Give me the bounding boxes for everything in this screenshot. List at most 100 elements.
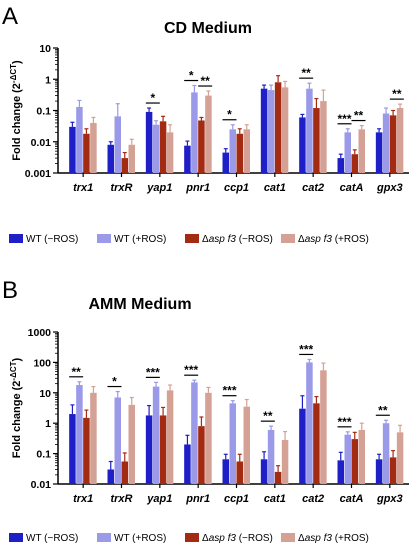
- panel-1-sig-label-ccp1: ***: [222, 384, 236, 398]
- panel-1-sig-label-trxR: *: [112, 375, 117, 389]
- panel-1-bar-yap1-s0: [145, 415, 153, 484]
- panel-0-bar-yap1-s0: [145, 111, 153, 173]
- panel-1-sig-label-catA: ***: [337, 415, 351, 429]
- panel-1-legend-swatch-s3: [281, 533, 295, 542]
- panel-1-bar-cat1-s0: [260, 459, 268, 484]
- panel-1-bar-gpx3-s0: [375, 459, 383, 484]
- panel-1-panel-label: B: [2, 277, 18, 304]
- panel-0-y-tick-label: 10: [39, 43, 51, 55]
- panel-1-bar-cat2-s2: [313, 403, 320, 484]
- panel-1-legend-label-s3: Δasp f3 (+ROS): [298, 533, 369, 544]
- panel-0-x-tick-label-yap1: yap1: [146, 182, 172, 194]
- panel-0-bar-catA-s0: [337, 158, 344, 173]
- panel-0-bar-ccp1-s3: [243, 129, 250, 173]
- panel-1-bar-ccp1-s1: [229, 403, 236, 484]
- panel-1-bar-trx1-s0: [69, 414, 76, 484]
- panel-1-x-tick-label-cat1: cat1: [264, 493, 286, 505]
- panel-1-bar-ccp1-s0: [222, 459, 229, 484]
- panel-0-sig-label-ccp1: *: [227, 108, 232, 122]
- panel-1-x-tick-label-gpx3: gpx3: [376, 493, 403, 505]
- panel-1-x-tick-label-trx1: trx1: [73, 493, 93, 505]
- panel-0-x-tick-label-gpx3: gpx3: [376, 182, 403, 194]
- panel-1-bar-cat2-s1: [306, 362, 313, 484]
- panel-0-bar-catA-s1: [344, 132, 351, 173]
- panel-0-panel-label: A: [2, 3, 18, 30]
- panel-1-x-tick-label-trxR: trxR: [110, 493, 132, 505]
- panel-1-bar-pnr1-s2: [198, 426, 205, 484]
- panel-0-sig-label-catA: ***: [337, 112, 351, 126]
- panel-1-bar-ccp1-s3: [243, 406, 250, 484]
- panel-0-legend-label-s3: Δasp f3 (+ROS): [298, 234, 369, 245]
- panel-1-bar-trxR-s2: [121, 461, 128, 484]
- panel-0-bar-trx1-s2: [83, 133, 90, 173]
- panel-0-sig-label-pnr1: **: [200, 74, 210, 88]
- panel-1-bar-cat2-s3: [320, 370, 327, 484]
- panel-1-bar-pnr1-s0: [184, 444, 191, 484]
- panel-0-x-tick-label-cat1: cat1: [264, 182, 286, 194]
- panel-0-bar-pnr1-s0: [184, 145, 191, 173]
- panel-1-bar-trxR-s0: [107, 469, 114, 484]
- panel-0-legend-label-s0: WT (−ROS): [26, 234, 78, 245]
- panel-0-bar-trx1-s3: [90, 122, 97, 173]
- panel-0-legend-label-s2: Δasp f3 (−ROS): [202, 234, 273, 245]
- panel-1-bar-trx1-s3: [90, 392, 97, 484]
- panel-1-legend-swatch-s0: [9, 533, 23, 542]
- panel-1-y-tick-label: 10: [39, 388, 51, 400]
- panel-0-y-tick-label: 0.001: [25, 168, 51, 180]
- panel-0-y-tick-label: 1: [45, 74, 51, 86]
- panel-0-x-tick-label-pnr1: pnr1: [185, 182, 210, 194]
- panel-0-sig-label-cat2: **: [301, 66, 311, 80]
- panel-0-bar-ccp1-s2: [236, 133, 243, 173]
- panel-1-legend-label-s0: WT (−ROS): [26, 533, 78, 544]
- panel-0-bar-gpx3-s1: [382, 113, 390, 173]
- panel-0-bar-trx1-s0: [69, 126, 76, 173]
- panel-1-bar-trx1-s2: [83, 417, 90, 484]
- panel-1-bar-pnr1-s3: [205, 392, 212, 484]
- panel-0-x-tick-label-catA: catA: [340, 182, 364, 194]
- panel-0-legend-label-s1: WT (+ROS): [114, 234, 166, 245]
- panel-0-legend-swatch-s1: [97, 234, 111, 243]
- panel-0-bar-ccp1-s1: [229, 129, 236, 173]
- panel-0-bar-pnr1-s2: [198, 120, 205, 173]
- panel-0-bar-pnr1-s3: [205, 95, 212, 173]
- panel-1-y-tick-label: 0.1: [36, 449, 51, 461]
- panel-0-y-tick-label: 0.01: [31, 137, 52, 149]
- panel-0-bar-cat2-s0: [299, 117, 306, 173]
- panel-1-bar-gpx3-s1: [382, 423, 390, 484]
- panel-0-bar-ccp1-s0: [222, 152, 229, 173]
- panel-1-bar-yap1-s2: [159, 415, 167, 484]
- panel-1-legend-swatch-s1: [97, 533, 111, 542]
- panel-0-sig-label-catA: **: [354, 109, 364, 123]
- panel-1-bar-gpx3-s3: [396, 432, 404, 484]
- panel-1-bar-catA-s2: [351, 439, 358, 484]
- panel-1-bar-trxR-s1: [114, 397, 121, 484]
- panel-1-bar-catA-s1: [344, 434, 351, 484]
- panel-0-bar-cat1-s1: [267, 90, 275, 173]
- panel-0-bar-cat1-s2: [274, 82, 282, 173]
- panel-1-bar-trx1-s1: [76, 385, 83, 484]
- panel-1-sig-label-gpx3: **: [378, 403, 388, 417]
- panel-0-bar-catA-s2: [351, 154, 358, 173]
- panel-1-bar-catA-s3: [358, 429, 365, 484]
- panel-1-bar-catA-s0: [337, 460, 344, 484]
- panel-1-y-tick-label: 100: [33, 357, 51, 369]
- panel-1-bar-trxR-s3: [128, 404, 135, 484]
- panel-1-y-axis-label: Fold change (2-ΔCT): [9, 357, 23, 458]
- panel-1-x-tick-label-catA: catA: [340, 493, 364, 505]
- panel-1-x-tick-label-pnr1: pnr1: [185, 493, 210, 505]
- panel-1-sig-label-pnr1: ***: [184, 363, 198, 377]
- panel-0-sig-label-pnr1: *: [189, 69, 194, 83]
- panel-0-y-axis-label: Fold change (2-ΔCT): [9, 60, 23, 161]
- panel-1-legend-swatch-s2: [185, 533, 199, 542]
- panel-0-bar-catA-s3: [358, 129, 365, 173]
- panel-0-bar-trx1-s1: [76, 106, 83, 173]
- panel-0-bar-cat2-s2: [313, 108, 320, 173]
- panel-1-x-tick-label-ccp1: ccp1: [224, 493, 249, 505]
- panel-0-bar-trxR-s0: [107, 144, 114, 173]
- panel-1-bar-cat1-s3: [281, 440, 289, 484]
- panel-1-title: AMM Medium: [88, 296, 191, 313]
- panel-1-y-tick-label: 0.01: [31, 479, 52, 491]
- panel-1-bar-yap1-s1: [152, 386, 160, 484]
- panel-1-bar-yap1-s3: [166, 390, 174, 484]
